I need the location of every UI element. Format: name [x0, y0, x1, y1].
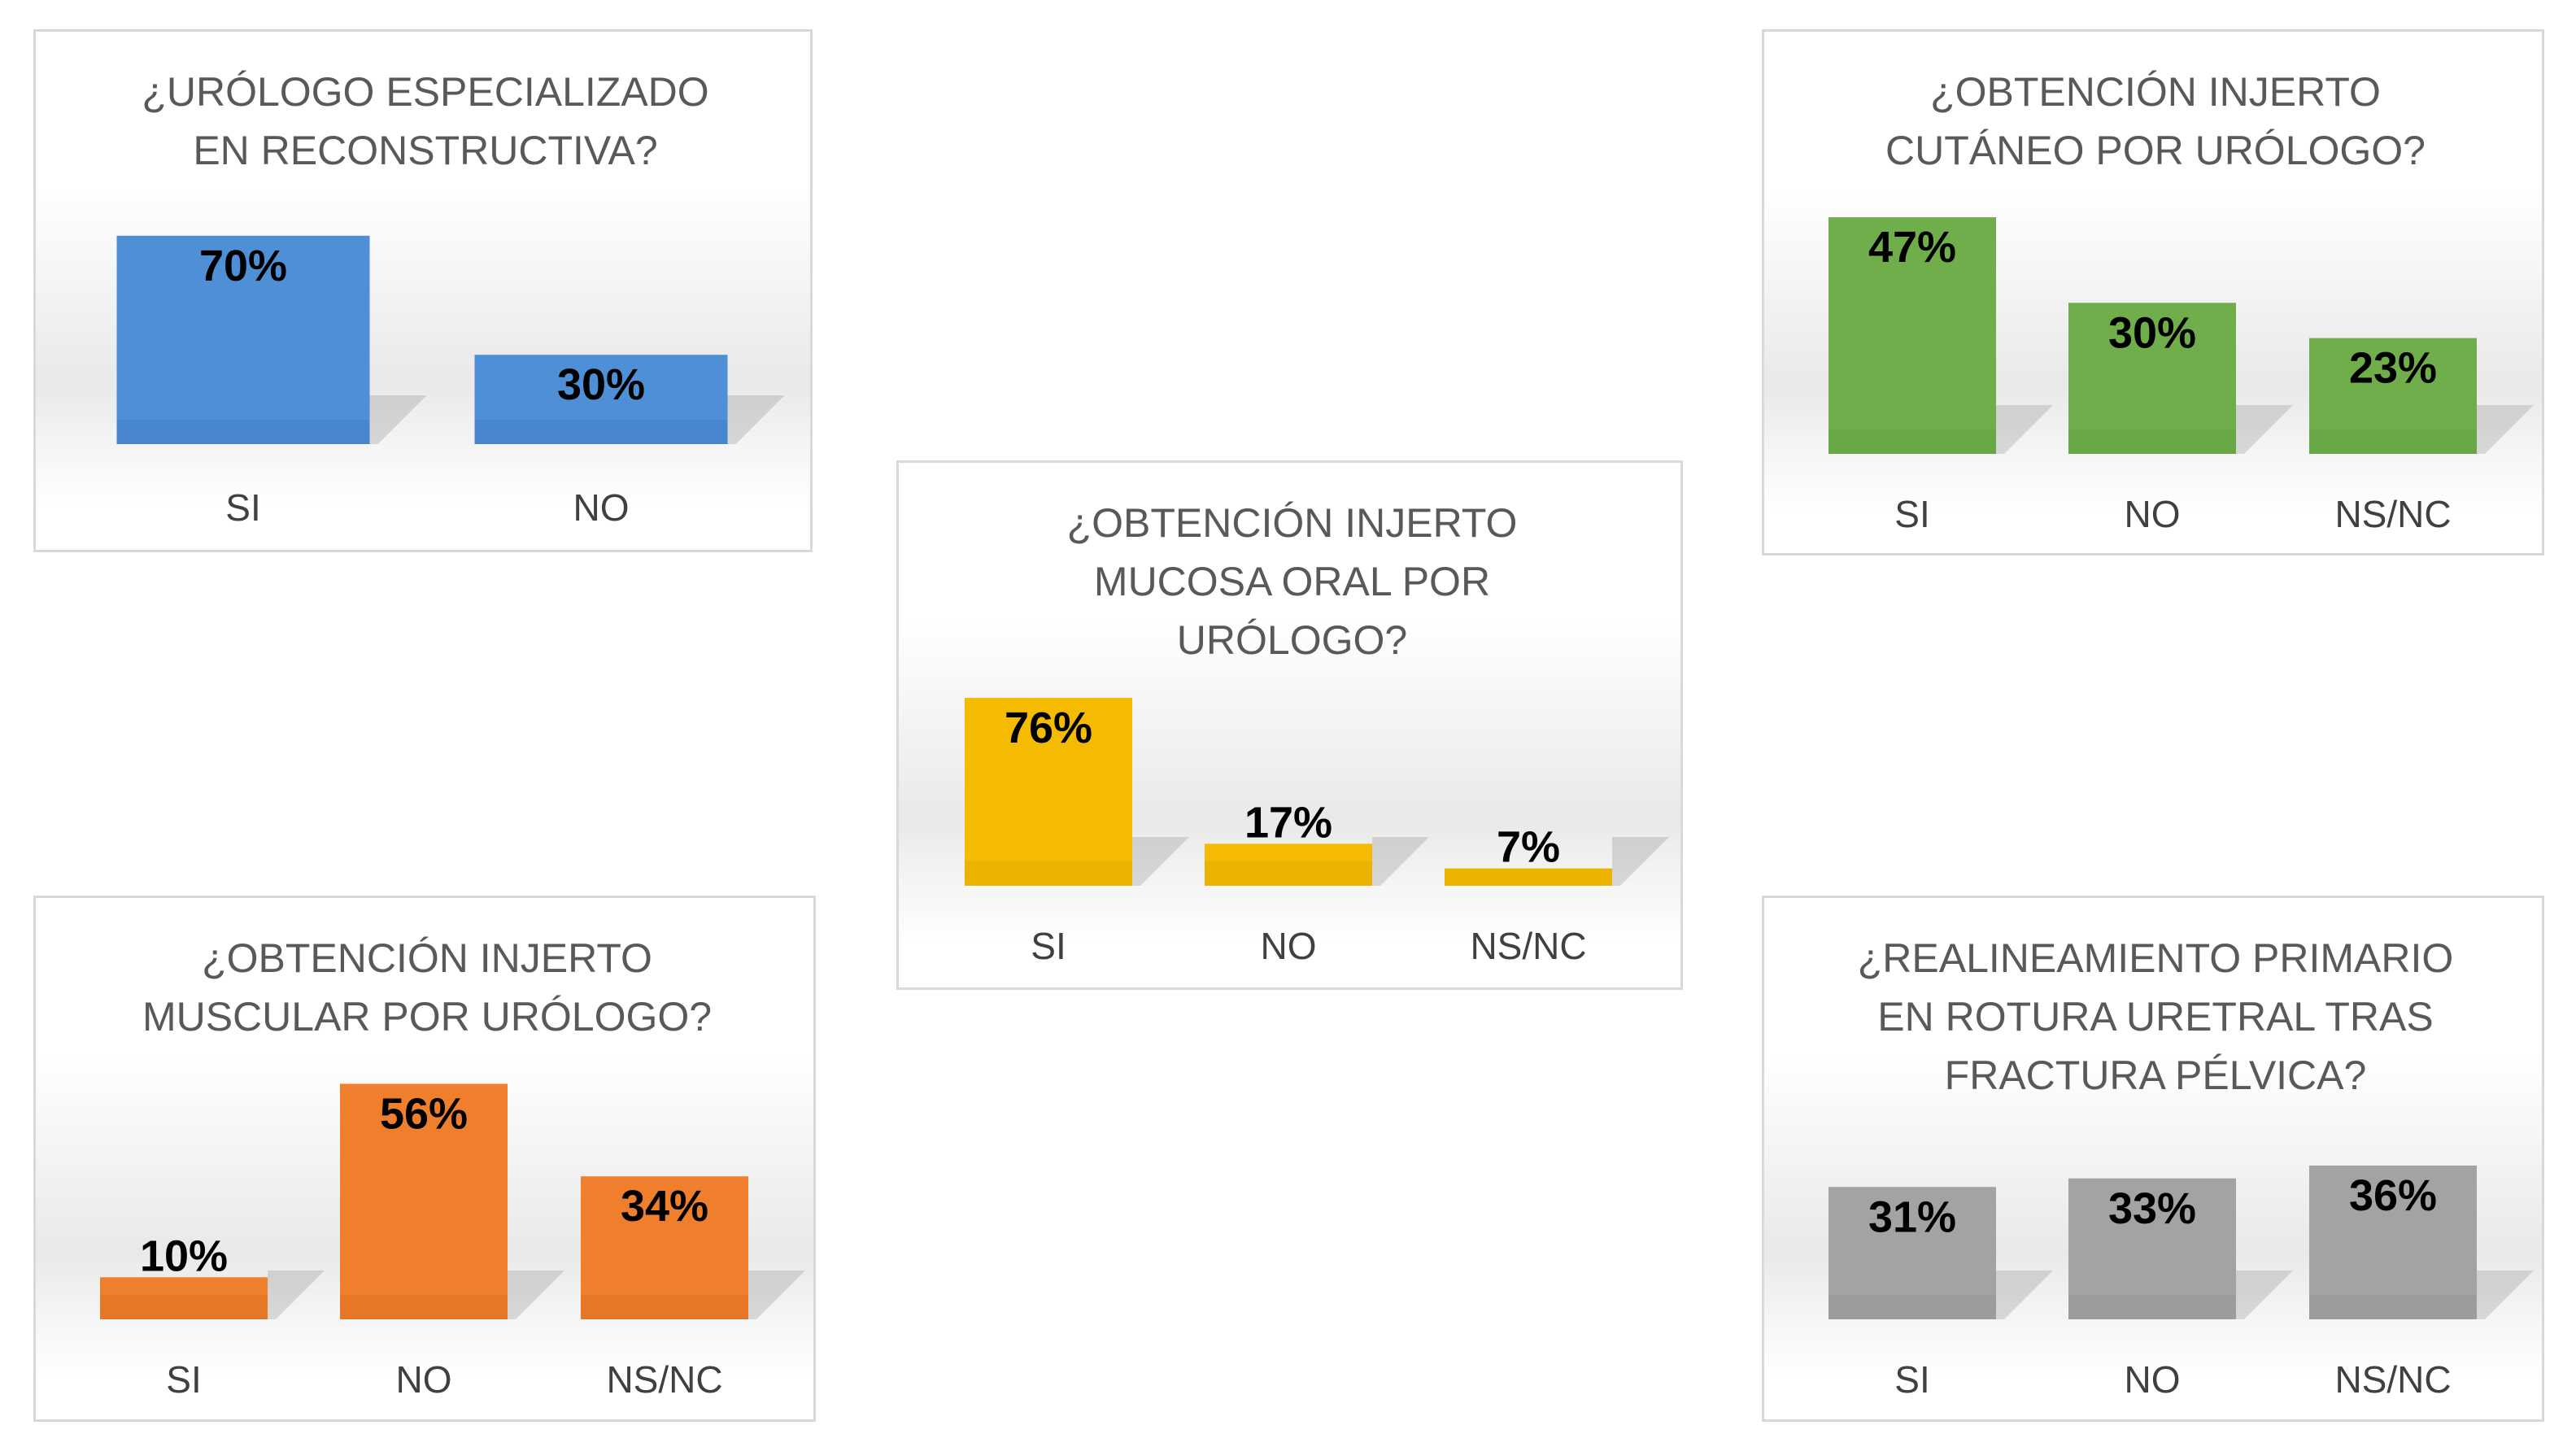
bar-realineamiento-1 — [2068, 1178, 2236, 1319]
bar-mucosa-oral-0 — [965, 697, 1132, 886]
category-label: NO — [2125, 1358, 2181, 1401]
data-label: 56% — [380, 1089, 468, 1138]
data-label: 17% — [1244, 798, 1332, 847]
bar-shade — [2068, 1295, 2236, 1319]
chart-title-line: ¿REALINEAMIENTO PRIMARIO — [1858, 935, 2454, 981]
data-label: 30% — [2108, 308, 2196, 357]
category-label: NS/NC — [2334, 493, 2451, 535]
data-label: 30% — [557, 360, 645, 409]
chart-title-line: CUTÁNEO POR URÓLOGO? — [1885, 128, 2426, 173]
bar-cutaneo-2 — [2309, 338, 2477, 454]
bar-cutaneo-1 — [2068, 303, 2236, 454]
bar-reconstructiva-1 — [474, 355, 728, 444]
bar-shadow — [1132, 837, 1189, 886]
bar-shadow — [2236, 405, 2293, 454]
bar-shadow — [508, 1270, 564, 1319]
bar-shadow — [268, 1270, 325, 1319]
chart-panel-mucosa-oral: ¿OBTENCIÓN INJERTO MUCOSA ORAL POR URÓLOGO… — [896, 460, 1683, 990]
category-label: NS/NC — [1470, 925, 1586, 967]
chart-svg-reconstructiva: ¿URÓLOGO ESPECIALIZADO EN RECONSTRUCTIVA?… — [116, 69, 785, 529]
bar-shade — [2309, 429, 2477, 454]
chart-title-line: FRACTURA PÉLVICA? — [1945, 1053, 2367, 1098]
bar-shade — [1828, 1295, 1996, 1319]
bar-shadow — [1996, 1270, 2053, 1319]
chart-svg-mucosa-oral: ¿OBTENCIÓN INJERTO MUCOSA ORAL POR URÓLOGO… — [965, 500, 1669, 967]
bar-mucosa-oral-1 — [1205, 843, 1372, 886]
chart-title-line: ¿OBTENCIÓN INJERTO — [1067, 500, 1518, 546]
chart-title-line: MUSCULAR POR URÓLOGO? — [142, 994, 712, 1039]
bar-shade — [2068, 429, 2236, 454]
bar-shadow — [1612, 837, 1669, 886]
category-label: SI — [225, 486, 260, 529]
bar-shadow — [727, 395, 785, 444]
bar-shade — [116, 420, 370, 444]
data-label: 70% — [199, 242, 287, 290]
data-label: 76% — [1005, 704, 1092, 752]
category-label: SI — [1031, 925, 1066, 967]
bar-shade — [340, 1295, 508, 1319]
category-label: SI — [166, 1358, 201, 1401]
bar-shade — [1205, 861, 1372, 886]
category-label: SI — [1894, 1358, 1929, 1401]
bar-shade — [1445, 868, 1612, 886]
category-label: NO — [1261, 925, 1317, 967]
bar-shadow — [1996, 405, 2053, 454]
bar-realineamiento-2 — [2309, 1166, 2477, 1319]
category-label: SI — [1894, 493, 1929, 535]
chart-title-line: ¿OBTENCIÓN INJERTO — [202, 935, 652, 981]
chart-panel-muscular: ¿OBTENCIÓN INJERTO MUSCULAR POR URÓLOGO? 1… — [33, 896, 816, 1422]
data-label: 34% — [621, 1182, 708, 1231]
chart-svg-cutaneo: ¿OBTENCIÓN INJERTO CUTÁNEO POR URÓLOGO? 47… — [1828, 69, 2534, 535]
bar-shadow — [1372, 837, 1429, 886]
category-label: NS/NC — [2334, 1358, 2451, 1401]
bar-realineamiento-0 — [1828, 1187, 1996, 1319]
chart-panel-reconstructiva: ¿URÓLOGO ESPECIALIZADO EN RECONSTRUCTIVA?… — [33, 29, 813, 552]
chart-title-line: URÓLOGO? — [1177, 617, 1407, 663]
data-label: 31% — [1868, 1192, 1956, 1241]
chart-svg-realineamiento: ¿REALINEAMIENTO PRIMARIO EN ROTURA URETRA… — [1828, 935, 2534, 1401]
bar-reconstructiva-0 — [116, 235, 370, 444]
data-label: 47% — [1868, 223, 1956, 272]
category-label: NO — [573, 486, 630, 529]
bar-shadow — [2236, 1270, 2293, 1319]
category-label: NO — [2125, 493, 2181, 535]
chart-title-line: ¿OBTENCIÓN INJERTO — [1930, 69, 2381, 115]
chart-title-line: MUCOSA ORAL POR — [1094, 559, 1490, 604]
data-label: 10% — [140, 1231, 228, 1280]
bar-shadow — [369, 395, 427, 444]
bar-muscular-1 — [340, 1083, 508, 1319]
bar-shade — [474, 420, 728, 444]
chart-title-line: EN RECONSTRUCTIVA? — [193, 128, 657, 173]
bar-shade — [1828, 429, 1996, 454]
chart-panel-realineamiento: ¿REALINEAMIENTO PRIMARIO EN ROTURA URETRA… — [1762, 896, 2544, 1422]
bar-shade — [100, 1295, 268, 1319]
bar-muscular-2 — [581, 1176, 748, 1319]
category-label: NS/NC — [606, 1358, 722, 1401]
bar-shadow — [2477, 1270, 2534, 1319]
data-label: 33% — [2108, 1184, 2196, 1233]
bar-muscular-0 — [100, 1277, 268, 1319]
bar-mucosa-oral-2 — [1445, 868, 1612, 886]
chart-title-line: EN ROTURA URETRAL TRAS — [1877, 994, 2433, 1039]
bar-cutaneo-0 — [1828, 217, 1996, 454]
bar-shade — [581, 1295, 748, 1319]
data-label: 23% — [2349, 344, 2437, 393]
chart-svg-muscular: ¿OBTENCIÓN INJERTO MUSCULAR POR URÓLOGO? 1… — [100, 935, 805, 1401]
data-label: 7% — [1497, 823, 1560, 872]
bar-shadow — [2477, 405, 2534, 454]
bar-shadow — [748, 1270, 805, 1319]
chart-panel-cutaneo: ¿OBTENCIÓN INJERTO CUTÁNEO POR URÓLOGO? 47… — [1762, 29, 2544, 556]
bar-shade — [965, 861, 1132, 886]
bar-shade — [2309, 1295, 2477, 1319]
category-label: NO — [396, 1358, 452, 1401]
chart-title-line: ¿URÓLOGO ESPECIALIZADO — [142, 69, 708, 115]
data-label: 36% — [2349, 1171, 2437, 1220]
